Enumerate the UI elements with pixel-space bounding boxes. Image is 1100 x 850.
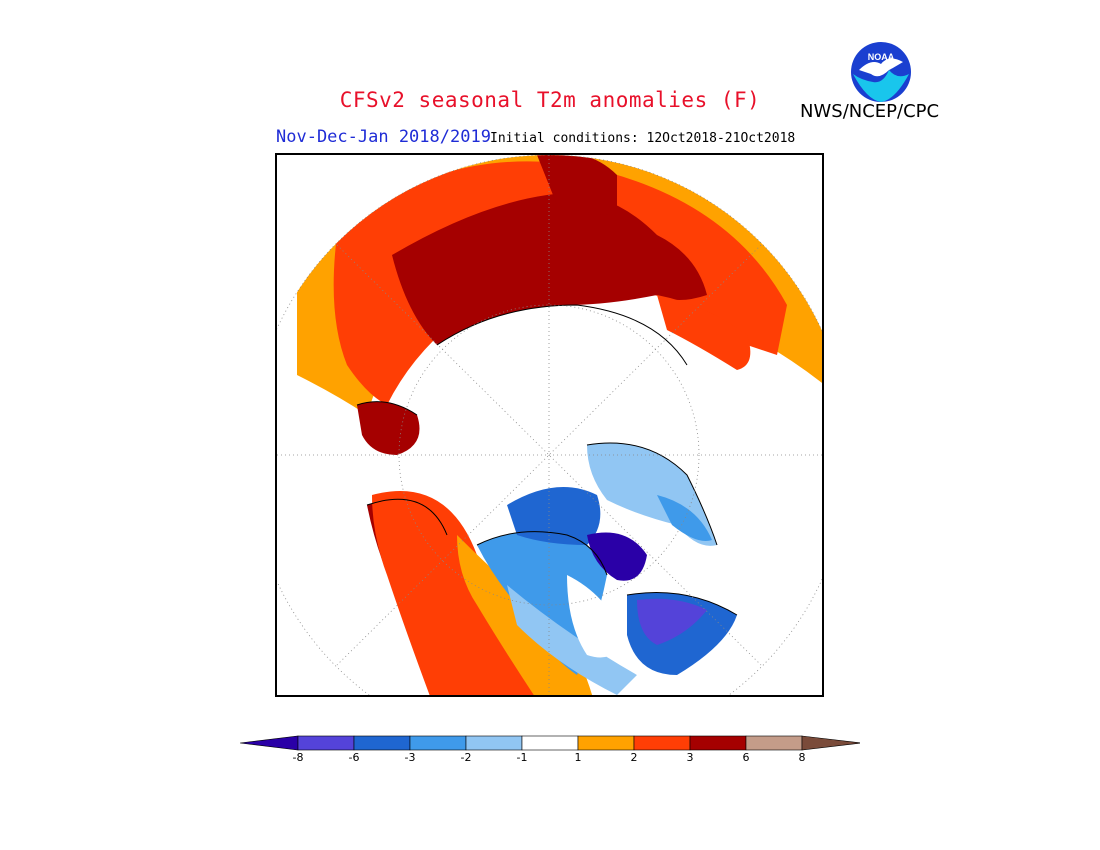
colorbar-label: -3 bbox=[404, 751, 416, 764]
colorbar-box bbox=[465, 735, 523, 751]
colorbar-label: 2 bbox=[630, 751, 638, 764]
colorbar-label: 3 bbox=[686, 751, 694, 764]
colorbar-box bbox=[521, 735, 579, 751]
anomaly-region-quebec-core bbox=[637, 598, 707, 645]
colorbar-box bbox=[689, 735, 747, 751]
anomaly-region-canada-light bbox=[507, 585, 637, 695]
colorbar-box bbox=[745, 735, 803, 751]
agency-label: NWS/NCEP/CPC bbox=[800, 101, 940, 122]
colorbar-box bbox=[297, 735, 355, 751]
anomaly-region-arctic-archipelago bbox=[507, 487, 601, 545]
map-frame bbox=[275, 153, 824, 697]
polar-map bbox=[277, 155, 822, 695]
colorbar-box bbox=[633, 735, 691, 751]
colorbar-label: 1 bbox=[574, 751, 582, 764]
anomaly-region-alaska bbox=[357, 401, 420, 455]
anomaly-region-canadian-shield bbox=[567, 575, 622, 658]
colorbar-arrow-high bbox=[801, 735, 860, 751]
colorbar-label: -1 bbox=[516, 751, 528, 764]
anomaly-region-siberia bbox=[392, 193, 707, 349]
noaa-logo: NOAA bbox=[851, 42, 911, 102]
anomaly-region-scandinavia bbox=[657, 295, 751, 370]
colorbar-box bbox=[409, 735, 467, 751]
colorbar-labels: -8 -6 -3 -2 -1 1 2 3 6 8 bbox=[0, 751, 1100, 767]
colorbar-box bbox=[353, 735, 411, 751]
colorbar-box bbox=[577, 735, 635, 751]
graticule bbox=[277, 155, 822, 695]
colorbar-label: -2 bbox=[460, 751, 472, 764]
anomaly-region-siberia-east bbox=[537, 155, 617, 215]
colorbar-label: -6 bbox=[348, 751, 360, 764]
initial-conditions: Initial conditions: 12Oct2018-21Oct2018 bbox=[490, 131, 796, 146]
colorbar-label: 6 bbox=[742, 751, 750, 764]
colorbar-label: 8 bbox=[798, 751, 806, 764]
colorbar-arrow-low bbox=[240, 735, 299, 751]
forecast-period: Nov-Dec-Jan 2018/2019 bbox=[276, 127, 491, 147]
colorbar-label: -8 bbox=[292, 751, 304, 764]
map-title: CFSv2 seasonal T2m anomalies (F) bbox=[339, 88, 761, 112]
colorbar bbox=[240, 735, 860, 751]
anomaly-region-greenland-south bbox=[657, 495, 712, 541]
svg-text:NOAA: NOAA bbox=[868, 52, 895, 62]
anomaly-region-hudson bbox=[587, 532, 647, 581]
